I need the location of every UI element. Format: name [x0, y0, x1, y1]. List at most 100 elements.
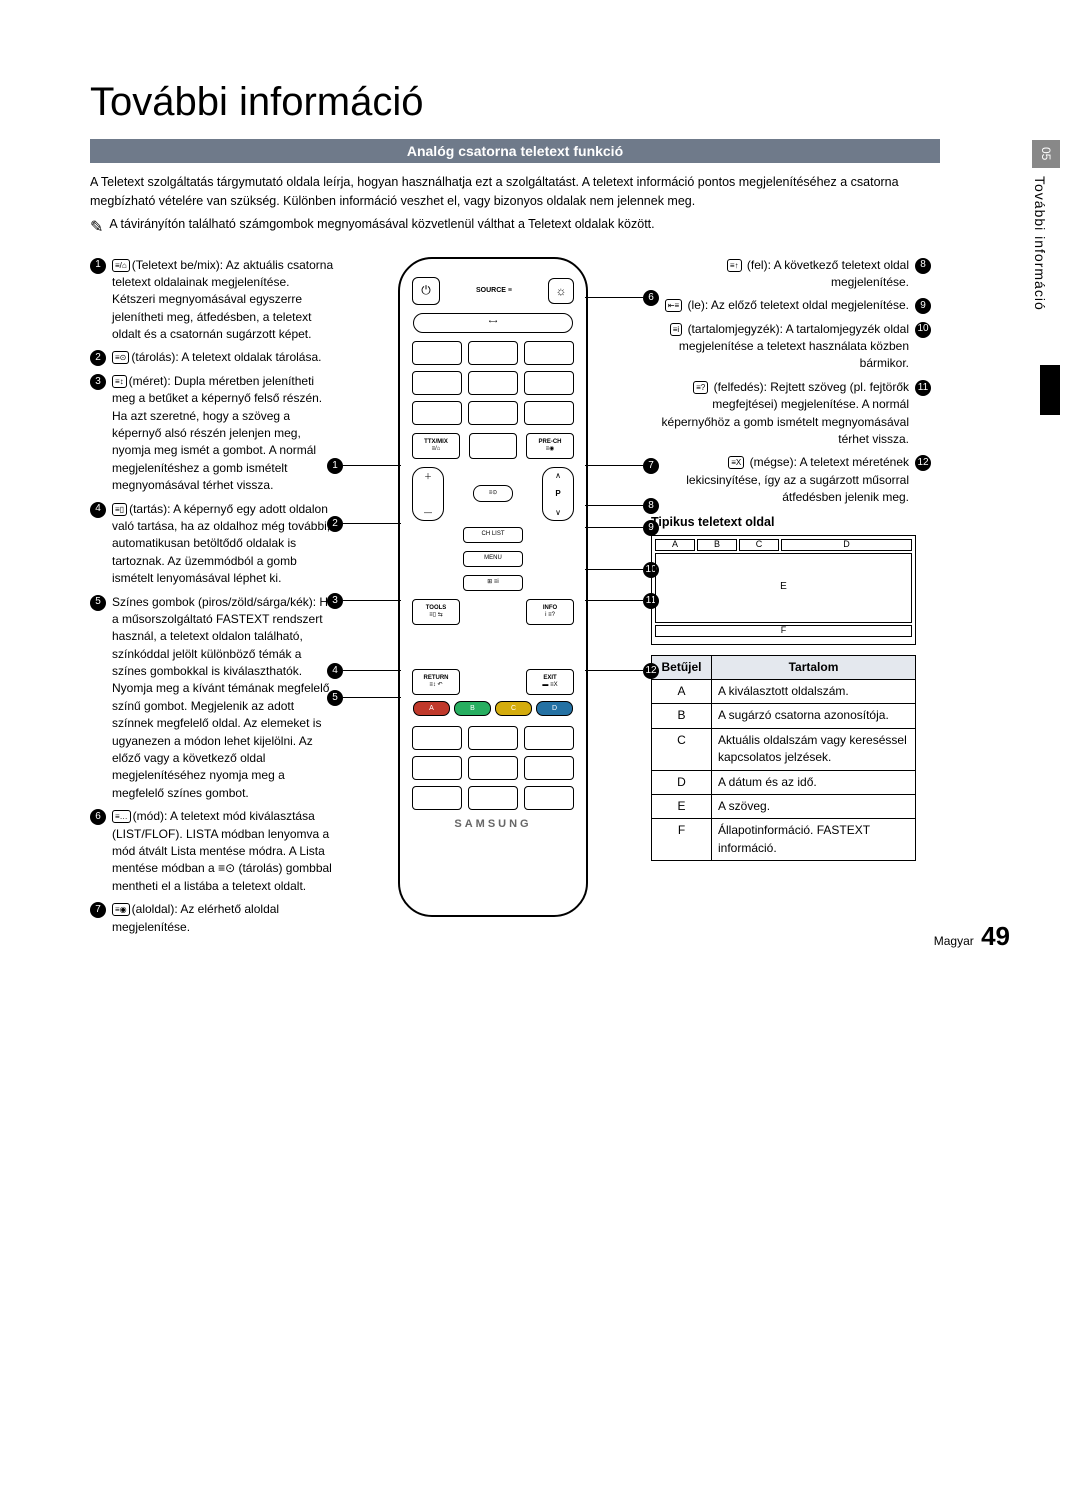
key-icon: ≡↕	[112, 375, 127, 388]
color-d[interactable]: D	[536, 701, 573, 716]
callout-7: 7	[643, 458, 659, 474]
num-icon: 5	[90, 595, 106, 611]
page-footer: Magyar 49	[934, 921, 1010, 952]
menu-button[interactable]: MENU	[463, 551, 523, 567]
num-icon: 12	[915, 455, 931, 471]
num-icon: 7	[90, 902, 106, 918]
key-icon: ⇤≡	[665, 299, 682, 312]
callout-8: 8	[643, 498, 659, 514]
num-icon: 1	[90, 258, 106, 274]
side-tab: 05 További információ	[1032, 140, 1060, 400]
key-icon: ≡i	[670, 323, 682, 336]
seg-f: F	[655, 625, 912, 637]
media-button[interactable]	[468, 726, 518, 750]
channel-rocker[interactable]: ∧P∨	[542, 467, 574, 521]
num-button[interactable]	[412, 341, 462, 365]
left-item: 4≡▯(tartás): A képernyő egy adott oldalo…	[90, 501, 335, 588]
num-button[interactable]	[412, 401, 462, 425]
right-item: 11≡? (felfedés): Rejtett szöveg (pl. fej…	[651, 379, 931, 449]
legend-table: BetűjelTartalom AA kiválasztott oldalszá…	[651, 655, 916, 862]
key-icon: ≡◉	[112, 903, 130, 916]
teletext-preview-title: Tipikus teletext oldal	[651, 513, 931, 531]
left-item: 6≡…(mód): A teletext mód kiválasztása (L…	[90, 808, 335, 895]
media-button[interactable]	[524, 726, 574, 750]
store-button[interactable]: ≡⊙	[473, 485, 513, 502]
right-item: 12≡X (mégse): A teletext méretének lekic…	[651, 454, 931, 506]
exit-button[interactable]: EXIT▬ ≡X	[526, 669, 574, 695]
media-button[interactable]	[412, 756, 462, 780]
key-icon: ≡?	[693, 381, 708, 394]
side-tab-number: 05	[1032, 140, 1060, 168]
left-item: 2≡⊙(tárolás): A teletext oldalak tárolás…	[90, 349, 335, 366]
num-button[interactable]	[524, 401, 574, 425]
num-icon: 9	[915, 298, 931, 314]
power-button[interactable]: ⏻	[412, 277, 440, 305]
num-button[interactable]	[524, 371, 574, 395]
media-button[interactable]	[412, 786, 462, 810]
callout-5: 5	[327, 690, 343, 706]
right-item: 10≡i (tartalomjegyzék): A tartalomjegyzé…	[651, 321, 931, 373]
prech-button[interactable]: PRE-CH≡◉	[526, 433, 574, 459]
key-icon: ≡▯	[112, 503, 127, 516]
num-icon: 2	[90, 350, 106, 366]
left-item: 3≡↕(méret): Dupla méretben jelenítheti m…	[90, 373, 335, 495]
menu-sub-button[interactable]: ⊞ ≡i	[463, 575, 523, 591]
brand-label: SAMSUNG	[412, 818, 574, 830]
num-button[interactable]	[468, 401, 518, 425]
right-column: 8≡↑ (fel): A következő teletext oldal me…	[651, 257, 931, 942]
left-item: 5Színes gombok (piros/zöld/sárga/kék): H…	[90, 594, 335, 803]
callout-2: 2	[327, 516, 343, 532]
intro-text: A Teletext szolgáltatás tárgymutató olda…	[90, 173, 940, 211]
num-icon: 10	[915, 322, 931, 338]
key-icon: ≡⊙	[112, 351, 129, 364]
note-row: ✎ A távirányítón található számgombok me…	[90, 217, 940, 237]
callout-6: 6	[643, 290, 659, 306]
num-button[interactable]	[524, 341, 574, 365]
color-buttons: A B C D	[412, 701, 574, 716]
light-button[interactable]: ☼	[548, 278, 574, 304]
right-item: 8≡↑ (fel): A következő teletext oldal me…	[651, 257, 931, 292]
left-item: 1≡/⌂(Teletext be/mix): Az aktuális csato…	[90, 257, 335, 344]
remote-diagram: ⏻ SOURCE ≡ ☼ ⟷ TTX/MIX≡/⌂ PRE-CH≡◉ ＋—	[353, 257, 633, 942]
key-icon: ≡↑	[727, 259, 742, 272]
num-button[interactable]	[412, 371, 462, 395]
tools-button[interactable]: TOOLS≡▯ ⇆	[412, 599, 460, 625]
num-icon: 6	[90, 809, 106, 825]
num-icon: 4	[90, 502, 106, 518]
hdmi-button[interactable]: ⟷	[413, 313, 573, 333]
num-icon: 11	[915, 380, 931, 396]
source-label: SOURCE ≡	[476, 287, 512, 294]
page-title: További információ	[90, 80, 1020, 125]
callout-4: 4	[327, 663, 343, 679]
color-a[interactable]: A	[413, 701, 450, 716]
info-button[interactable]: INFOi ≡?	[526, 599, 574, 625]
seg-d: D	[781, 539, 912, 551]
callout-3: 3	[327, 593, 343, 609]
num-button[interactable]	[468, 341, 518, 365]
volume-rocker[interactable]: ＋—	[412, 467, 444, 521]
num-button[interactable]	[469, 433, 517, 459]
num-button[interactable]	[468, 371, 518, 395]
media-button[interactable]	[468, 786, 518, 810]
callout-1: 1	[327, 458, 343, 474]
num-icon: 8	[915, 258, 931, 274]
remote-body: ⏻ SOURCE ≡ ☼ ⟷ TTX/MIX≡/⌂ PRE-CH≡◉ ＋—	[398, 257, 588, 917]
chlist-button[interactable]: CH LIST	[463, 527, 523, 543]
return-button[interactable]: RETURN≡↕ ↶	[412, 669, 460, 695]
left-column: 1≡/⌂(Teletext be/mix): Az aktuális csato…	[90, 257, 335, 942]
media-button[interactable]	[524, 756, 574, 780]
media-button[interactable]	[412, 726, 462, 750]
seg-b: B	[697, 539, 737, 551]
teletext-preview: A B C D E F	[651, 535, 916, 645]
footer-page: 49	[981, 921, 1010, 951]
media-button[interactable]	[468, 756, 518, 780]
ttx-button[interactable]: TTX/MIX≡/⌂	[412, 433, 460, 459]
seg-c: C	[739, 539, 779, 551]
media-button[interactable]	[524, 786, 574, 810]
color-c[interactable]: C	[495, 701, 532, 716]
footer-lang: Magyar	[934, 934, 974, 948]
callout-9: 9	[643, 520, 659, 536]
color-b[interactable]: B	[454, 701, 491, 716]
key-icon: ≡/⌂	[112, 259, 130, 272]
section-heading: Analóg csatorna teletext funkció	[90, 139, 940, 163]
